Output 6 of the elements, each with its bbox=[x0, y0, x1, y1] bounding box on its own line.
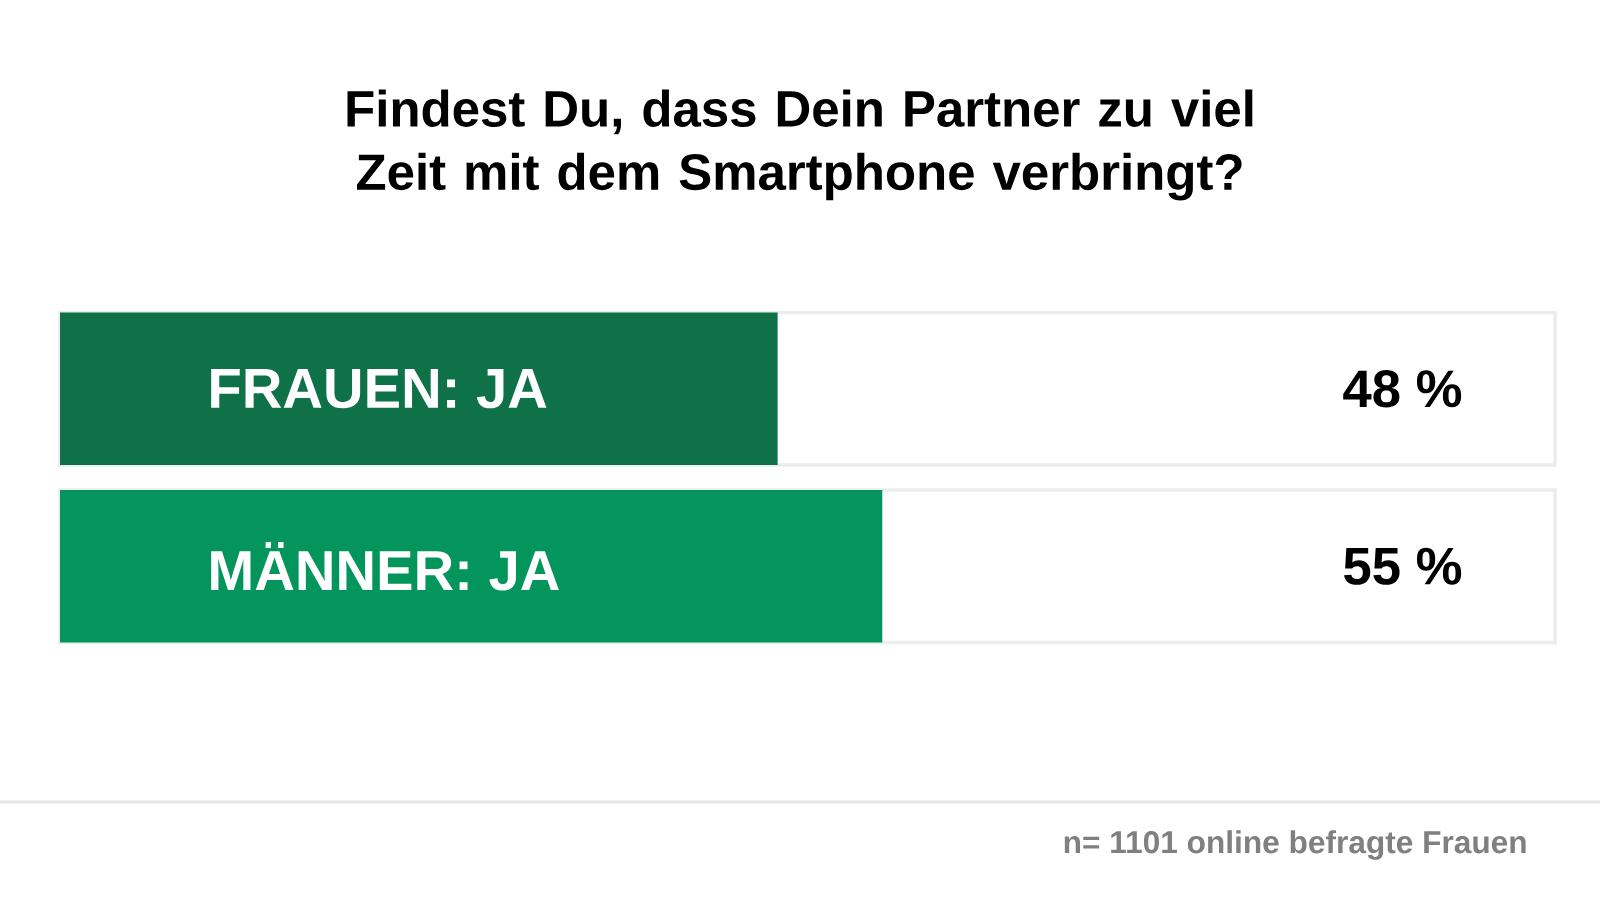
data-label: 55 % bbox=[1344, 547, 1462, 585]
data-label: 48 % bbox=[1343, 370, 1462, 408]
y-tick-label: FRAUEN: JA bbox=[211, 369, 547, 409]
text: n= 1101 online befragte Frauen bbox=[1064, 830, 1526, 860]
y-tick-label: MÄNNER: JA bbox=[211, 541, 559, 591]
chart-title: Findest Du, dass Dein Partner zu viel Zeit mit dem Smartphone verbringt? bbox=[347, 89, 1253, 201]
